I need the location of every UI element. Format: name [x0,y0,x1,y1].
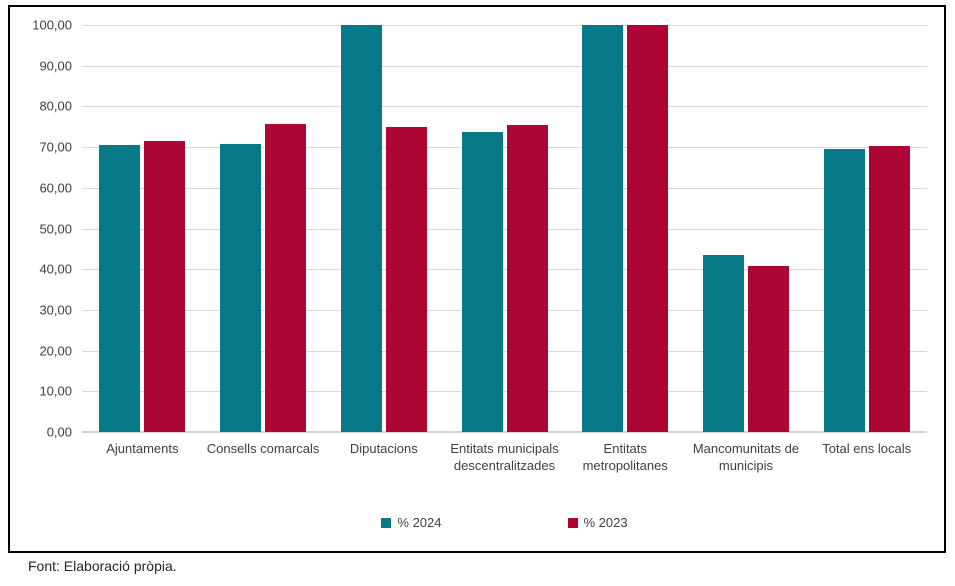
legend-swatch-2024-icon [381,517,392,528]
bar-2024-mancomunitats-de-municipis [702,254,744,432]
y-axis: 0,00 10,00 20,00 30,00 40,00 50,00 60,00 70,00 8… [10,18,72,440]
gridline-80 [82,106,927,108]
y-tick-label-10: 10,00 [39,383,72,399]
y-tick-label-30: 30,00 [39,302,72,318]
bar-group-entitats-metropolitanes [565,25,686,432]
bar-2024-entitats-metropolitanes [582,25,624,432]
bar-2024-entitats-municipals-descentralitzades [461,132,503,432]
legend: % 2024 % 2023 [82,515,927,530]
y-tick-label-100: 100,00 [32,17,72,33]
bar-2024-total-ens-locals [823,149,865,432]
gridline-50 [82,228,927,230]
x-label-entitats-municipals-descentralitzades: Entitats municipals descentralitzades [450,441,559,473]
x-label-diputacions: Diputacions [349,441,418,456]
legend-swatch-2023-icon [567,517,578,528]
bar-group-ajuntaments [82,25,203,432]
bar-group-diputacions [323,25,444,432]
bar-2023-diputacions [385,126,427,432]
x-axis-labels: Ajuntaments Consells comarcals Diputacions… [82,441,927,475]
gridline-20 [82,350,927,352]
gridline-0 [82,431,927,433]
bar-2024-diputacions [340,25,382,432]
chart-frame: 0,00 10,00 20,00 30,00 40,00 50,00 60,00 70,00 8… [8,5,946,553]
y-tick-label-20: 20,00 [39,343,72,359]
gridline-40 [82,269,927,271]
bar-group-mancomunitats-de-municipis [686,25,807,432]
gridline-10 [82,391,927,393]
x-label-mancomunitats-de-municipis: Mancomunitats de municipis [692,441,800,473]
y-tick-label-70: 70,00 [39,139,72,155]
y-tick-label-40: 40,00 [39,261,72,277]
legend-item-2024: % 2024 [381,515,442,530]
gridlines [82,25,927,433]
bar-group-consells-comarcals [203,25,324,432]
bar-groups [82,25,927,432]
legend-label-2024: % 2024 [397,515,442,530]
bar-2023-consells-comarcals [265,124,307,432]
x-label-ajuntaments: Ajuntaments [106,441,179,456]
bar-group-total-ens-locals [806,25,927,432]
gridline-70 [82,147,927,149]
bar-2023-entitats-metropolitanes [627,25,669,432]
source-note: Font: Elaboració pròpia. [28,558,177,574]
gridline-90 [82,65,927,67]
x-label-total-ens-locals: Total ens locals [822,441,912,456]
y-tick-label-0: 0,00 [46,424,72,440]
gridline-60 [82,187,927,189]
x-label-consells-comarcals: Consells comarcals [206,441,320,456]
y-tick-label-90: 90,00 [39,58,72,74]
bar-2023-mancomunitats-de-municipis [747,265,789,432]
bar-group-entitats-municipals-descentralitzades [444,25,565,432]
legend-label-2023: % 2023 [583,515,628,530]
bar-2023-ajuntaments [144,141,186,432]
y-tick-label-50: 50,00 [39,221,72,236]
bar-2023-entitats-municipals-descentralitzades [506,125,548,432]
bar-2023-total-ens-locals [868,145,910,432]
y-tick-label-60: 60,00 [39,180,72,196]
gridline-100 [82,25,927,26]
y-tick-label-80: 80,00 [39,98,72,114]
x-label-entitats-metropolitanes: Entitats metropolitanes [582,441,668,473]
bar-2024-consells-comarcals [220,143,262,432]
gridline-30 [82,309,927,311]
bar-2024-ajuntaments [99,145,141,432]
plot-area [82,25,927,433]
legend-item-2023: % 2023 [567,515,628,530]
